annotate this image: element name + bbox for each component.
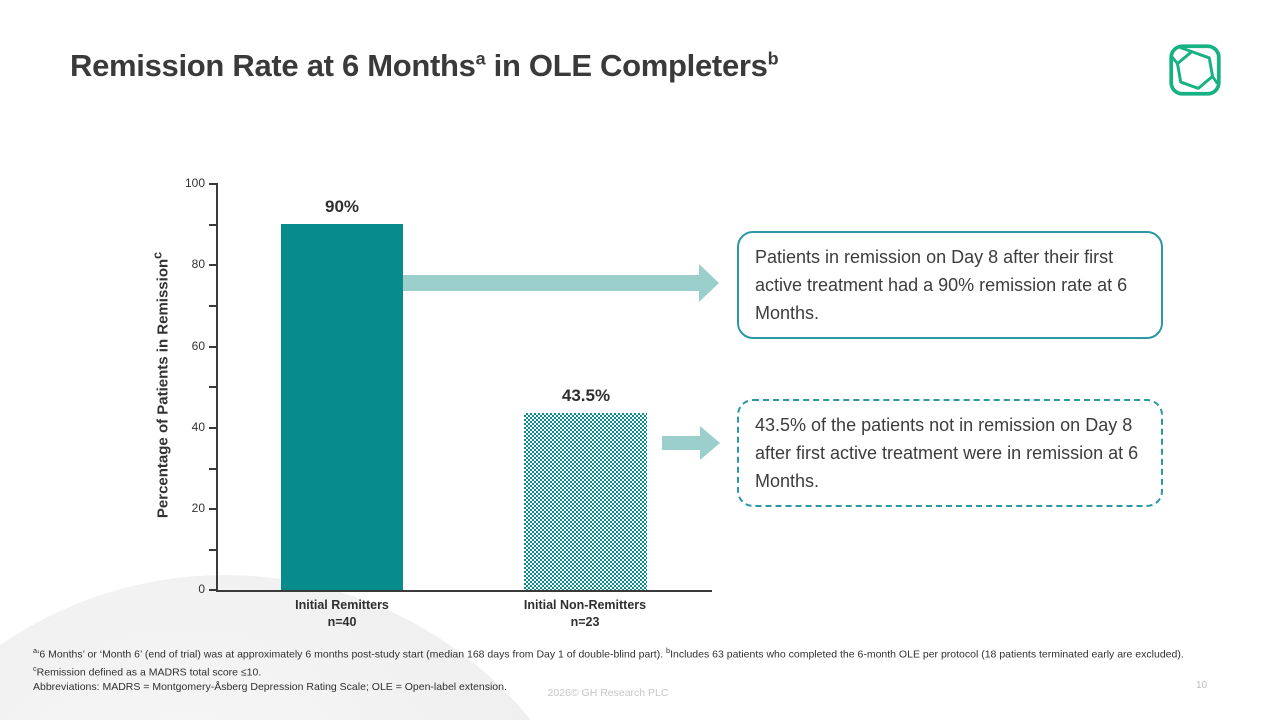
slide-title-footnote-marker-b: b xyxy=(767,48,779,69)
footnote-marker-b: b xyxy=(666,646,671,655)
footnote-c-text: Remission defined as a MADRS total score… xyxy=(36,666,262,679)
y-tick-minor xyxy=(209,468,217,470)
bar-initial-remitters xyxy=(281,223,403,590)
category-n: n=23 xyxy=(570,615,600,629)
x-axis-label-initial-non-remitters: Initial Non-Remitters n=23 xyxy=(465,597,705,631)
y-tick-label-40: 40 xyxy=(191,420,205,434)
y-axis-title-text: Percentage of Patients in Remission xyxy=(154,258,172,519)
bar-initial-non-remitters xyxy=(524,412,647,590)
footnote-a-text: ‘6 Months’ or ‘Month 6’ (end of trial) w… xyxy=(37,648,667,661)
y-axis-title: Percentage of Patients in Remissionc xyxy=(151,252,172,518)
slide-title-text: Remission Rate at 6 Months xyxy=(70,48,476,83)
y-tick xyxy=(209,427,217,429)
category-n: n=40 xyxy=(327,615,357,629)
y-tick xyxy=(209,183,217,185)
slide-title-text-2: in OLE Completers xyxy=(485,48,768,83)
category-name: Initial Remitters xyxy=(295,598,389,612)
y-tick-minor xyxy=(209,224,217,226)
footnote-marker-a: a xyxy=(33,646,38,655)
y-tick xyxy=(209,508,217,510)
y-tick-minor xyxy=(209,305,217,307)
y-tick xyxy=(209,346,217,348)
callout-remitters-text: Patients in remission on Day 8 after the… xyxy=(755,247,1128,323)
bar-value-initial-remitters: 90% xyxy=(324,196,360,216)
footnotes: a‘6 Months’ or ‘Month 6’ (end of trial) … xyxy=(33,644,1198,695)
y-axis-line xyxy=(216,183,218,591)
bar-value-initial-non-remitters: 43.5% xyxy=(561,385,611,405)
callout-non-remitters-text: 43.5% of the patients not in remission o… xyxy=(755,415,1139,491)
arrow-right-icon-non-remitters xyxy=(662,426,720,460)
y-tick-label-20: 20 xyxy=(191,501,205,515)
y-tick-label-80: 80 xyxy=(191,257,205,271)
footnote-paragraph: a‘6 Months’ or ‘Month 6’ (end of trial) … xyxy=(33,644,1198,680)
abbreviations-line: Abbreviations: MADRS = Montgomery-Åsberg… xyxy=(33,681,507,693)
y-tick xyxy=(209,589,217,591)
slide-title-footnote-marker-a: a xyxy=(475,48,486,69)
y-tick-minor xyxy=(209,386,217,388)
x-axis-line xyxy=(216,590,712,592)
y-tick-label-0: 0 xyxy=(198,582,205,596)
callout-remitters: Patients in remission on Day 8 after the… xyxy=(737,231,1163,339)
arrow-right-icon-remitters xyxy=(403,264,719,302)
y-tick xyxy=(209,264,217,266)
footer-copyright: 2026© GH Research PLC xyxy=(547,687,669,699)
page-number: 10 xyxy=(1196,680,1208,691)
slide-title: Remission Rate at 6 Monthsa in OLE Compl… xyxy=(70,48,779,84)
footnote-marker-c: c xyxy=(33,664,37,673)
category-name: Initial Non-Remitters xyxy=(523,598,647,612)
y-tick-minor xyxy=(209,549,217,551)
x-axis-label-initial-remitters: Initial Remitters n=40 xyxy=(222,597,462,631)
callout-non-remitters: 43.5% of the patients not in remission o… xyxy=(737,399,1163,507)
y-tick-label-60: 60 xyxy=(191,339,205,353)
y-tick-label-100: 100 xyxy=(184,176,205,190)
gh-research-logo-icon xyxy=(1167,42,1223,98)
footnote-b-text: Includes 63 patients who completed the 6… xyxy=(670,648,1184,661)
